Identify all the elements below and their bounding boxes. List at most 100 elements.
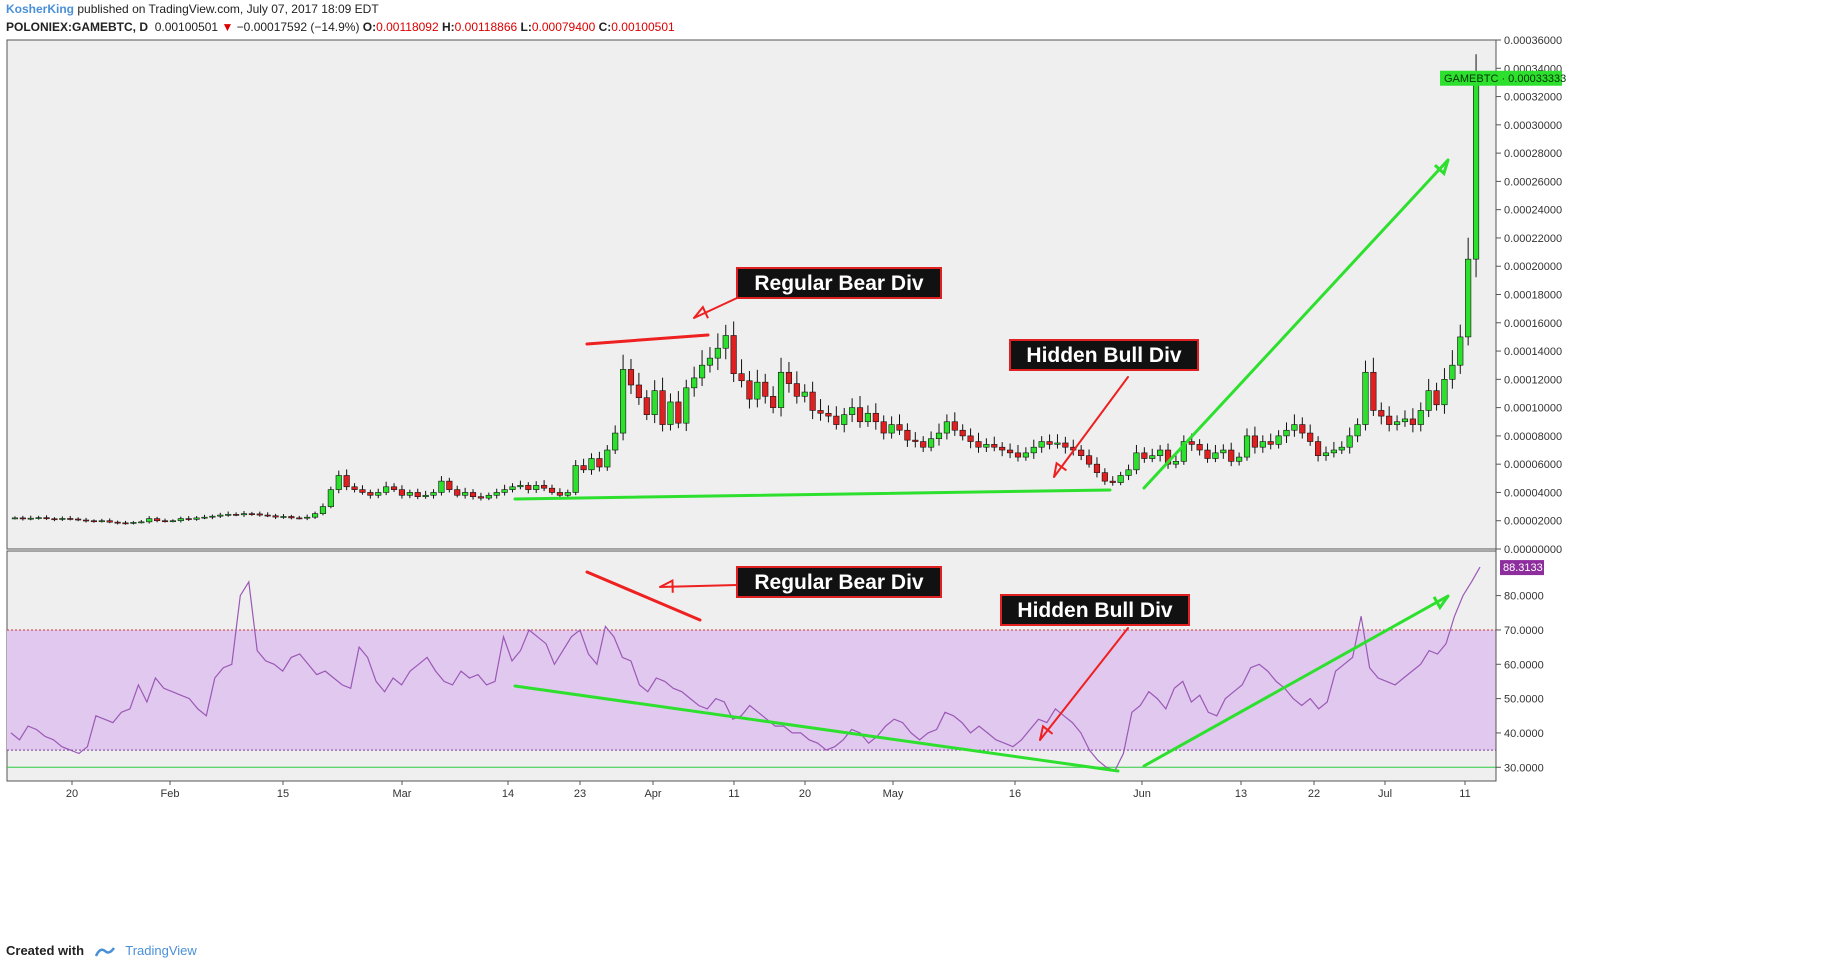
- candle-body: [809, 391, 816, 411]
- hidden-bull-price-arrow: [1053, 376, 1129, 478]
- candle-body: [872, 412, 879, 423]
- publish-info: published on TradingView.com, July 07, 2…: [77, 2, 379, 16]
- price-tick-label: 0.00026000: [1504, 176, 1562, 188]
- candle-body: [1346, 435, 1353, 448]
- candle-body: [698, 364, 706, 379]
- candle-body: [833, 415, 840, 425]
- candle-body: [612, 432, 619, 451]
- low-label: L:: [520, 20, 532, 34]
- hidden-bull-rsi-arrow: [1039, 627, 1129, 741]
- candle-body: [304, 516, 311, 519]
- candle-body: [67, 518, 74, 520]
- candle-body: [477, 496, 484, 499]
- footer: Created with TradingView: [6, 943, 197, 959]
- candle-body: [1030, 446, 1037, 454]
- candle-body: [754, 381, 761, 400]
- candle-body: [588, 458, 595, 471]
- candle-body: [825, 412, 832, 417]
- rsi-band: [7, 629, 1496, 751]
- candle-body: [430, 492, 437, 496]
- candle-body: [920, 441, 927, 448]
- candle-body: [730, 335, 737, 374]
- hidden-bull-price-label-box: [1009, 339, 1199, 371]
- candle-body: [509, 486, 516, 490]
- time-tick-label: 11: [1459, 788, 1470, 800]
- price-tick-label: 0.00028000: [1504, 148, 1562, 160]
- uptrend-price-arrow-head: [1433, 159, 1450, 177]
- candle-body: [469, 492, 477, 497]
- candle-body: [233, 514, 240, 516]
- candle-body: [98, 520, 105, 523]
- header-publisher: KosherKing published on TradingView.com,…: [6, 2, 379, 16]
- author-link[interactable]: KosherKing: [6, 2, 75, 16]
- price-tick-label: 0.00024000: [1504, 205, 1562, 217]
- bear-div-rsi-arrow-head: [659, 578, 674, 593]
- candle-body: [983, 444, 990, 448]
- candle-body: [185, 518, 192, 520]
- candle-body: [849, 407, 856, 415]
- candle-body: [1062, 442, 1069, 448]
- candle-body: [130, 522, 137, 524]
- rsi-tick-label: 30.0000: [1504, 762, 1544, 774]
- candle-body: [1322, 452, 1330, 456]
- hidden-bull-price-arrow-head: [1053, 461, 1067, 478]
- candle-body: [959, 429, 966, 437]
- candle-body: [11, 517, 19, 520]
- tradingview-link[interactable]: TradingView: [125, 943, 197, 958]
- candle-body: [548, 487, 556, 493]
- candle-body: [943, 421, 950, 434]
- rsi-tick-label: 70.0000: [1504, 625, 1544, 637]
- candle-body: [1101, 472, 1108, 482]
- price-tick-label: 0.00032000: [1504, 92, 1562, 104]
- price-tick-label: 0.00036000: [1504, 35, 1562, 47]
- candle-body: [256, 513, 263, 516]
- price-tick-label: 0.00004000: [1504, 487, 1562, 499]
- candle-body: [485, 494, 492, 499]
- candle-body: [580, 465, 587, 471]
- last-price: 0.00100501: [154, 20, 219, 34]
- price-tick-label: 0.00000000: [1504, 544, 1562, 556]
- candle-body: [1157, 449, 1164, 456]
- candle-body: [1370, 371, 1377, 411]
- candle-body: [896, 424, 903, 431]
- candle-body: [667, 401, 674, 425]
- candle-body: [390, 486, 398, 490]
- hidden-bull-rsi-line: [513, 684, 1120, 773]
- candle-body: [643, 397, 650, 415]
- down-triangle-icon: ▼: [221, 20, 234, 34]
- candle-body: [296, 517, 303, 520]
- candle-body: [27, 517, 34, 520]
- candle-body: [904, 429, 911, 441]
- candle-body: [454, 489, 461, 496]
- high-value: 0.00118866: [454, 20, 518, 34]
- candle-body: [359, 489, 366, 493]
- candle-body: [1117, 475, 1124, 483]
- candle-body: [635, 384, 642, 399]
- candle-body: [177, 518, 184, 522]
- candle-body: [1417, 410, 1424, 425]
- hidden-bull-price-line: [513, 488, 1112, 501]
- candle-body: [841, 414, 848, 425]
- candle-body: [864, 412, 871, 423]
- candle-body: [1449, 364, 1456, 380]
- candle-body: [161, 520, 169, 523]
- tradingview-logo-icon: [94, 946, 115, 957]
- time-tick-label: 22: [1308, 788, 1320, 800]
- candle-body: [793, 383, 800, 397]
- candle-body: [1362, 371, 1369, 425]
- candle-body: [1014, 452, 1022, 458]
- candle-body: [1307, 432, 1314, 442]
- candle-body: [1330, 449, 1337, 454]
- candle-body: [312, 513, 319, 518]
- candle-body: [1275, 435, 1282, 445]
- candle-body: [106, 520, 113, 523]
- uptrend-rsi-arrow: [1142, 594, 1450, 768]
- low-value: 0.00079400: [531, 20, 596, 34]
- bear-div-price-label: Regular Bear Div: [754, 272, 924, 295]
- close-value: 0.00100501: [611, 20, 675, 34]
- candle-body: [999, 446, 1006, 451]
- price-tick-label: 0.00018000: [1504, 290, 1562, 302]
- open-label: O:: [362, 20, 377, 34]
- candle-body: [1149, 455, 1156, 459]
